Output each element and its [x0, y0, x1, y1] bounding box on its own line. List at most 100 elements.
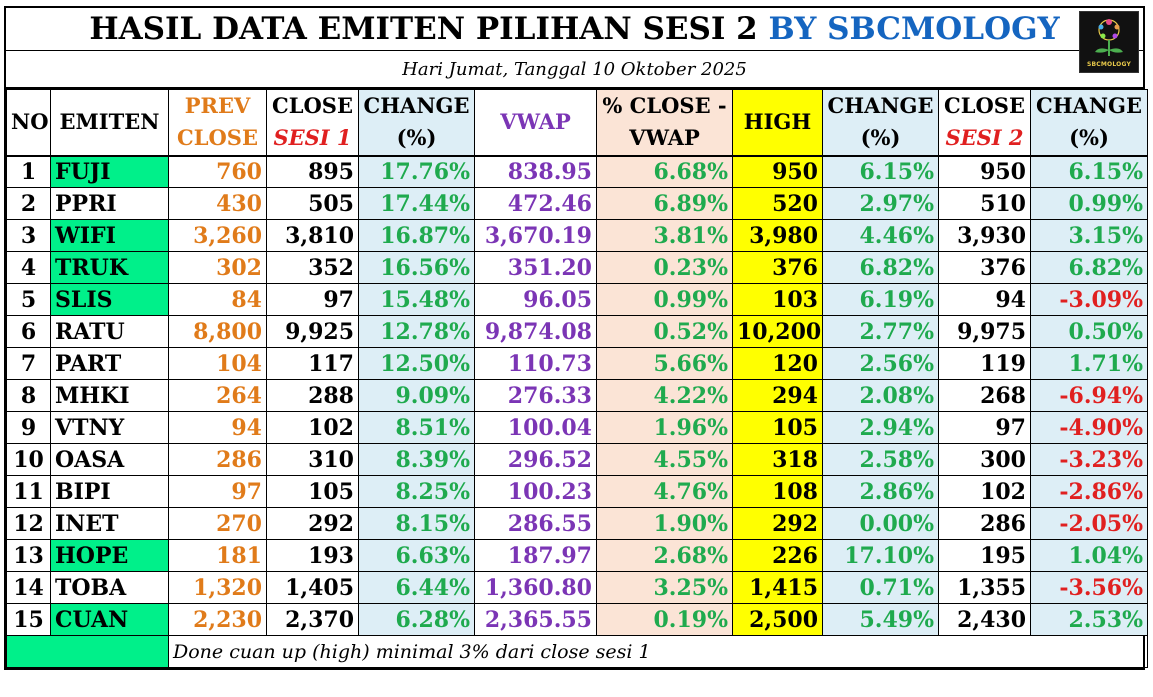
table-row: 6 RATU 8,800 9,925 12.78% 9,874.08 0.52% 10,200…	[6, 315, 1148, 348]
footer-row: Done cuan up (high) minimal 3% dari clos…	[6, 635, 1148, 668]
header-prev-close-line2: CLOSE	[177, 125, 258, 151]
cell-close-vwap: 4.76%	[596, 475, 733, 508]
cell-close-vwap: 4.55%	[596, 443, 733, 476]
cell-vwap: 296.52	[474, 443, 597, 476]
cell-change1: 17.76%	[358, 155, 475, 188]
cell-change3: -3.23%	[1030, 443, 1148, 476]
cell-no: 2	[6, 187, 51, 220]
cell-no: 4	[6, 251, 51, 284]
cell-change1: 9.09%	[358, 379, 475, 412]
cell-prev-close: 760	[168, 155, 267, 188]
cell-no: 5	[6, 283, 51, 316]
cell-change3: 2.53%	[1030, 603, 1148, 636]
cell-close-vwap: 6.68%	[596, 155, 733, 188]
cell-change1: 6.63%	[358, 539, 475, 572]
cell-change2: 2.08%	[822, 379, 939, 412]
cell-close-sesi2: 195	[938, 539, 1031, 572]
cell-change2: 0.71%	[822, 571, 939, 604]
cell-close-sesi1: 102	[266, 411, 359, 444]
cell-vwap: 286.55	[474, 507, 597, 540]
cell-emiten: MHKI	[50, 379, 169, 412]
title-row: HASIL DATA EMITEN PILIHAN SESI 2 BY SBCM…	[6, 8, 1143, 73]
cell-prev-close: 104	[168, 347, 267, 380]
header-prev-close: PREV CLOSE	[168, 89, 267, 157]
cell-vwap: 100.04	[474, 411, 597, 444]
cell-change2: 17.10%	[822, 539, 939, 572]
cell-close-sesi1: 3,810	[266, 219, 359, 252]
cell-change1: 8.51%	[358, 411, 475, 444]
cell-close-sesi1: 193	[266, 539, 359, 572]
cell-close-sesi1: 895	[266, 155, 359, 188]
header-change2: CHANGE (%)	[822, 89, 939, 157]
cell-no: 15	[6, 603, 51, 636]
cell-emiten: SLIS	[50, 283, 169, 316]
cell-vwap: 100.23	[474, 475, 597, 508]
cell-vwap: 1,360.80	[474, 571, 597, 604]
cell-close-sesi1: 352	[266, 251, 359, 284]
table-row: 2 PPRI 430 505 17.44% 472.46 6.89% 520 2.97% 510 0…	[6, 187, 1148, 220]
cell-close-sesi2: 102	[938, 475, 1031, 508]
cell-prev-close: 84	[168, 283, 267, 316]
cell-close-sesi2: 3,930	[938, 219, 1031, 252]
cell-prev-close: 181	[168, 539, 267, 572]
header-close-sesi2: CLOSE SESI 2	[938, 89, 1031, 157]
cell-high: 376	[732, 251, 823, 284]
cell-prev-close: 8,800	[168, 315, 267, 348]
header-emiten: EMITEN	[50, 89, 169, 157]
table-row: 13 HOPE 181 193 6.63% 187.97 2.68% 226 17.10% 195…	[6, 539, 1148, 572]
cell-emiten: PPRI	[50, 187, 169, 220]
cell-emiten: HOPE	[50, 539, 169, 572]
table-row: 1 FUJI 760 895 17.76% 838.95 6.68% 950 6.15% 950 6…	[6, 155, 1148, 188]
cell-close-vwap: 1.96%	[596, 411, 733, 444]
cell-high: 105	[732, 411, 823, 444]
cell-close-vwap: 4.22%	[596, 379, 733, 412]
cell-high: 318	[732, 443, 823, 476]
cell-change2: 2.97%	[822, 187, 939, 220]
cell-close-sesi1: 105	[266, 475, 359, 508]
cell-no: 3	[6, 219, 51, 252]
cell-close-vwap: 1.90%	[596, 507, 733, 540]
cell-close-sesi2: 97	[938, 411, 1031, 444]
table-row: 15 CUAN 2,230 2,370 6.28% 2,365.55 0.19% 2,500 5…	[6, 603, 1148, 636]
cell-prev-close: 97	[168, 475, 267, 508]
table-row: 4 TRUK 302 352 16.56% 351.20 0.23% 376 6.82% 376 6…	[6, 251, 1148, 284]
table-row: 5 SLIS 84 97 15.48% 96.05 0.99% 103 6.19% 94 -3.09…	[6, 283, 1148, 316]
cell-change3: -3.09%	[1030, 283, 1148, 316]
cell-change3: -2.86%	[1030, 475, 1148, 508]
header-change1: CHANGE (%)	[358, 89, 475, 157]
cell-change3: -4.90%	[1030, 411, 1148, 444]
cell-emiten: BIPI	[50, 475, 169, 508]
footer-note: Done cuan up (high) minimal 3% dari clos…	[168, 635, 1148, 668]
cell-change3: -6.94%	[1030, 379, 1148, 412]
cell-vwap: 96.05	[474, 283, 597, 316]
cell-emiten: FUJI	[50, 155, 169, 188]
cell-close-sesi1: 505	[266, 187, 359, 220]
cell-change2: 2.77%	[822, 315, 939, 348]
cell-close-vwap: 0.19%	[596, 603, 733, 636]
cell-no: 9	[6, 411, 51, 444]
cell-no: 10	[6, 443, 51, 476]
cell-change2: 2.94%	[822, 411, 939, 444]
cell-high: 950	[732, 155, 823, 188]
header-change3-line1: CHANGE	[1036, 93, 1142, 119]
cell-vwap: 838.95	[474, 155, 597, 188]
header-close-sesi1: CLOSE SESI 1	[266, 89, 359, 157]
cell-close-vwap: 6.89%	[596, 187, 733, 220]
cell-emiten: VTNY	[50, 411, 169, 444]
cell-prev-close: 1,320	[168, 571, 267, 604]
cell-emiten: TRUK	[50, 251, 169, 284]
cell-no: 8	[6, 379, 51, 412]
cell-close-sesi2: 300	[938, 443, 1031, 476]
cell-change3: 1.04%	[1030, 539, 1148, 572]
table-row: 9 VTNY 94 102 8.51% 100.04 1.96% 105 2.94% 97 -4.9…	[6, 411, 1148, 444]
header-close-sesi1-line2: SESI 1	[273, 125, 352, 151]
cell-prev-close: 270	[168, 507, 267, 540]
table-row: 11 BIPI 97 105 8.25% 100.23 4.76% 108 2.86% 102 -2…	[6, 475, 1148, 508]
cell-change1: 12.78%	[358, 315, 475, 348]
header-change2-line2: (%)	[860, 125, 901, 151]
cell-close-sesi1: 292	[266, 507, 359, 540]
cell-high: 103	[732, 283, 823, 316]
cell-vwap: 351.20	[474, 251, 597, 284]
header-change2-line1: CHANGE	[827, 93, 934, 119]
cell-change1: 6.28%	[358, 603, 475, 636]
